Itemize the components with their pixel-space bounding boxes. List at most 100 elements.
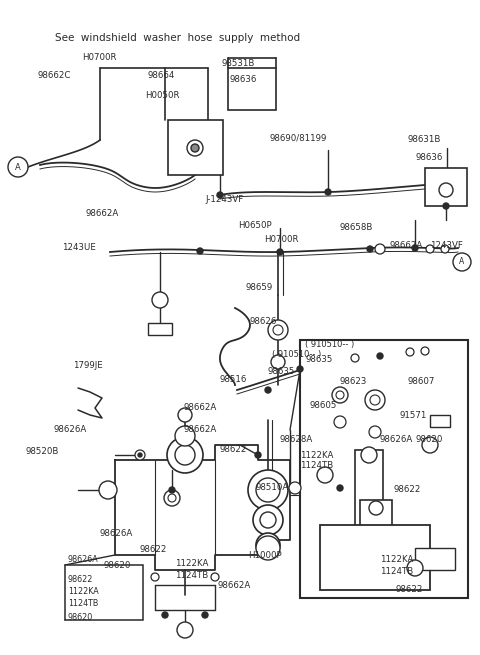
Text: H0050R: H0050R [145, 90, 180, 100]
Text: 98690/81199: 98690/81199 [270, 134, 327, 143]
Circle shape [289, 482, 301, 494]
Circle shape [202, 612, 208, 618]
Text: 1124TB: 1124TB [300, 462, 333, 470]
Circle shape [406, 348, 414, 356]
Bar [168, 120, 223, 175]
Circle shape [369, 426, 381, 438]
Circle shape [138, 453, 142, 457]
Text: 98635: 98635 [305, 356, 332, 364]
Circle shape [256, 478, 280, 502]
Circle shape [265, 387, 271, 393]
Circle shape [377, 353, 383, 359]
Circle shape [255, 452, 261, 458]
Text: 98659: 98659 [246, 284, 273, 293]
Text: 98626: 98626 [250, 318, 277, 326]
Circle shape [370, 395, 380, 405]
Text: J-1243VF: J-1243VF [205, 195, 243, 204]
Text: 1122KA: 1122KA [175, 559, 208, 567]
Text: 98626A: 98626A [380, 436, 413, 445]
Circle shape [167, 437, 203, 473]
Circle shape [337, 485, 343, 491]
Circle shape [256, 536, 280, 560]
Text: 98664: 98664 [148, 71, 175, 79]
Circle shape [334, 416, 346, 428]
Circle shape [407, 560, 423, 576]
Circle shape [297, 366, 303, 372]
Text: 1124TB: 1124TB [68, 599, 98, 607]
Circle shape [443, 203, 449, 209]
Circle shape [211, 573, 219, 581]
Text: 98662A: 98662A [184, 426, 217, 434]
Circle shape [422, 437, 438, 453]
Text: 98620: 98620 [68, 612, 93, 622]
Text: 98662A: 98662A [85, 210, 118, 219]
Circle shape [175, 426, 195, 446]
Circle shape [168, 494, 176, 502]
Circle shape [412, 245, 418, 251]
Text: 98605: 98605 [310, 400, 337, 409]
Bar [415, 548, 455, 570]
Circle shape [351, 354, 359, 362]
Text: A: A [15, 162, 21, 172]
Bar [228, 68, 276, 110]
Circle shape [332, 387, 348, 403]
Circle shape [421, 347, 429, 355]
Bar [425, 168, 467, 206]
Circle shape [271, 355, 285, 369]
Circle shape [375, 244, 385, 254]
Bar [300, 340, 468, 598]
Circle shape [177, 622, 193, 638]
Circle shape [248, 470, 288, 510]
Text: 98622: 98622 [220, 445, 247, 455]
Text: 98628A: 98628A [280, 436, 313, 445]
Text: 98623: 98623 [340, 377, 367, 386]
Text: 98626A: 98626A [68, 555, 99, 565]
Circle shape [273, 325, 283, 335]
Text: 1243UE: 1243UE [62, 244, 96, 252]
Circle shape [135, 450, 145, 460]
Text: 98662A: 98662A [390, 240, 423, 250]
Text: 98607: 98607 [408, 377, 435, 386]
Circle shape [151, 573, 159, 581]
Text: 91571: 91571 [400, 411, 427, 419]
Text: 98658B: 98658B [340, 223, 373, 233]
Bar [320, 525, 430, 590]
Text: 98662C: 98662C [37, 71, 71, 79]
Text: 1799JE: 1799JE [73, 360, 103, 369]
Circle shape [187, 140, 203, 156]
Text: 1243VF: 1243VF [430, 240, 463, 250]
Circle shape [453, 253, 471, 271]
Circle shape [325, 189, 331, 195]
Text: H1000P: H1000P [248, 550, 282, 559]
Circle shape [441, 245, 449, 253]
Text: 98662A: 98662A [218, 580, 251, 590]
Circle shape [365, 390, 385, 410]
Text: 98622: 98622 [395, 586, 422, 595]
Text: 98620: 98620 [104, 561, 132, 569]
Bar [355, 450, 383, 538]
Circle shape [367, 246, 373, 252]
Text: 98622: 98622 [68, 576, 94, 584]
Text: 98636: 98636 [416, 153, 444, 162]
Circle shape [8, 157, 28, 177]
Circle shape [336, 391, 344, 399]
Circle shape [162, 612, 168, 618]
Circle shape [317, 467, 333, 483]
Text: 1124TB: 1124TB [380, 567, 413, 576]
Text: 98510A: 98510A [255, 483, 288, 493]
Circle shape [277, 249, 283, 255]
Text: A: A [459, 257, 465, 267]
Bar [148, 323, 172, 335]
Text: ( 910510-- ): ( 910510-- ) [272, 350, 321, 360]
Circle shape [99, 481, 117, 499]
Circle shape [175, 445, 195, 465]
Text: 98626A: 98626A [54, 426, 87, 434]
Text: 98626A: 98626A [100, 529, 133, 538]
Text: 1122KA: 1122KA [300, 451, 334, 460]
Bar [360, 500, 392, 565]
Circle shape [217, 192, 223, 198]
Text: H0700R: H0700R [82, 52, 117, 62]
Text: 98531B: 98531B [222, 60, 255, 69]
Text: 98636: 98636 [230, 75, 257, 84]
Circle shape [152, 292, 168, 308]
